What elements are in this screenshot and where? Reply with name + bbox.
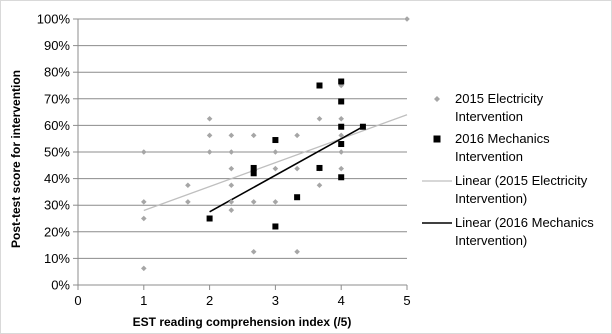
y-tick-label: 70% bbox=[44, 91, 70, 106]
point-2015-electricity bbox=[272, 199, 279, 205]
point-2016-mechanics bbox=[338, 98, 345, 105]
point-2015-electricity bbox=[404, 16, 410, 22]
point-2016-mechanics bbox=[272, 137, 279, 144]
point-2015-electricity bbox=[338, 165, 344, 172]
point-2015-electricity bbox=[250, 199, 257, 205]
point-2015-electricity bbox=[185, 199, 191, 205]
point-2015-electricity bbox=[141, 199, 147, 205]
y-axis-title: Post-test score for intervention bbox=[9, 70, 23, 248]
point-2015-electricity bbox=[228, 182, 235, 189]
grid-layer bbox=[78, 18, 407, 259]
legend-label: Linear (2015 Electricity bbox=[455, 173, 588, 188]
point-2015-electricity bbox=[294, 248, 300, 255]
y-tick-label: 30% bbox=[44, 198, 70, 213]
legend-swatch-2016-mechanics bbox=[433, 135, 441, 143]
y-tick-label: 10% bbox=[44, 251, 70, 266]
legend-swatch-2015-electricity bbox=[434, 96, 440, 102]
point-2016-mechanics bbox=[250, 164, 257, 171]
point-2016-mechanics bbox=[338, 174, 345, 181]
legend-label: Intervention bbox=[455, 109, 523, 124]
point-2016-mechanics bbox=[206, 215, 213, 222]
point-2015-electricity bbox=[250, 132, 257, 139]
point-2015-electricity bbox=[316, 182, 323, 189]
point-2015-electricity bbox=[185, 182, 191, 189]
point-2016-mechanics bbox=[316, 164, 323, 171]
y-tick-label: 50% bbox=[44, 145, 70, 160]
legend-label: Intervention) bbox=[455, 191, 527, 206]
point-2016-mechanics bbox=[294, 194, 301, 201]
point-2015-electricity bbox=[338, 149, 344, 155]
y-tick-label: 0% bbox=[51, 278, 70, 293]
point-2015-electricity bbox=[228, 165, 235, 172]
labels-layer: 0% 10% 20% 30% 40% 50% 60% 70% 80% 90% 100% 0 1 2 3 4 5 bbox=[37, 12, 411, 309]
x-tick-label: 0 bbox=[74, 293, 81, 308]
point-2015-electricity bbox=[206, 115, 213, 122]
point-2015-electricity bbox=[338, 132, 344, 139]
trendline-layer bbox=[143, 114, 408, 213]
point-2015-electricity bbox=[272, 149, 279, 155]
point-2016-mechanics bbox=[250, 170, 257, 177]
point-2015-electricity bbox=[294, 132, 300, 139]
legend-label: 2015 Electricity bbox=[455, 91, 544, 106]
x-tick-label: 3 bbox=[272, 293, 279, 308]
point-2015-electricity bbox=[141, 149, 147, 155]
marks-layer bbox=[141, 16, 410, 272]
point-2016-mechanics bbox=[316, 82, 323, 89]
point-2015-electricity bbox=[316, 115, 323, 122]
point-2015-electricity bbox=[250, 248, 257, 255]
point-2015-electricity bbox=[141, 215, 147, 222]
point-2016-mechanics bbox=[338, 123, 345, 130]
y-tick-label: 60% bbox=[44, 118, 70, 133]
legend-label: Intervention) bbox=[455, 233, 527, 248]
x-tick-label: 4 bbox=[338, 293, 345, 308]
point-2015-electricity bbox=[228, 149, 235, 155]
y-tick-label: 40% bbox=[44, 171, 70, 186]
point-2015-electricity bbox=[272, 165, 279, 172]
point-2015-electricity bbox=[294, 165, 300, 172]
trendline-2015 bbox=[143, 114, 408, 212]
point-2015-electricity bbox=[228, 199, 235, 205]
x-axis-title: EST reading comprehension index (/5) bbox=[133, 315, 352, 329]
y-tick-label: 80% bbox=[44, 65, 70, 80]
point-2015-electricity bbox=[206, 132, 213, 139]
point-2016-mechanics bbox=[338, 141, 345, 148]
x-tick-label: 5 bbox=[403, 293, 410, 308]
legend: 2015 Electricity Intervention 2016 Mechani… bbox=[422, 91, 594, 248]
point-2015-electricity bbox=[141, 265, 147, 272]
point-2015-electricity bbox=[338, 115, 344, 122]
legend-label: Linear (2016 Mechanics bbox=[455, 215, 594, 230]
y-tick-label: 90% bbox=[44, 38, 70, 53]
y-tick-label: 100% bbox=[37, 12, 71, 27]
trendline-2016 bbox=[209, 126, 364, 213]
point-2016-mechanics bbox=[338, 78, 345, 85]
axes-layer bbox=[73, 18, 408, 290]
legend-label: 2016 Mechanics bbox=[455, 131, 550, 146]
point-2015-electricity bbox=[228, 207, 235, 213]
y-tick-label: 20% bbox=[44, 224, 70, 239]
point-2015-electricity bbox=[206, 149, 213, 155]
point-2016-mechanics bbox=[272, 223, 279, 230]
point-2016-mechanics bbox=[359, 123, 366, 130]
point-2015-electricity bbox=[228, 132, 235, 139]
legend-label: Intervention bbox=[455, 149, 523, 164]
x-tick-label: 2 bbox=[206, 293, 213, 308]
x-tick-label: 1 bbox=[140, 293, 147, 308]
